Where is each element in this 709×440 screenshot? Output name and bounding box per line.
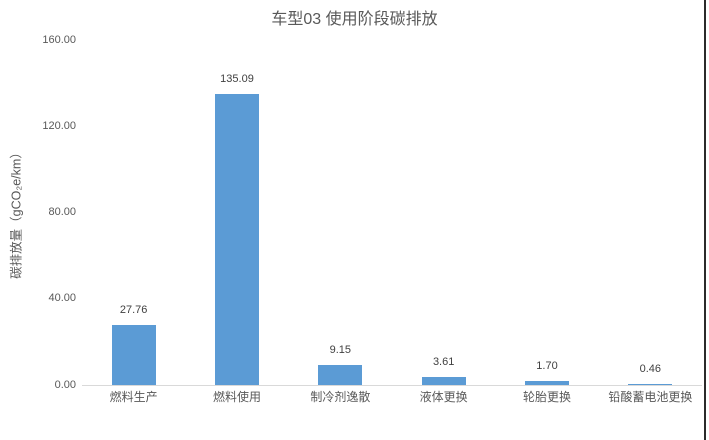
plot-area: 27.76 135.09 9.15 3.61 1.70 0.46 — [82, 40, 702, 386]
data-label-3: 3.61 — [432, 356, 455, 369]
bar-1[interactable] — [215, 93, 259, 385]
category-label-5: 铅酸蓄电池更换 — [608, 390, 693, 404]
y-tick-label: 120.00 — [42, 119, 76, 132]
bar-2[interactable] — [318, 365, 363, 385]
category-label-3: 液体更换 — [419, 390, 468, 404]
category-label-2: 制冷剂逸散 — [310, 390, 371, 404]
bar-0[interactable] — [111, 325, 156, 385]
data-label-5: 0.46 — [639, 363, 662, 375]
window-right-border — [704, 0, 706, 440]
chart-title: 车型03 使用阶段碳排放 — [271, 11, 438, 28]
category-label-1: 燃料使用 — [212, 390, 261, 404]
bar-3[interactable] — [421, 377, 466, 385]
data-label-4: 1.70 — [536, 360, 558, 373]
y-tick-label: 160.00 — [42, 33, 76, 46]
y-tick-label: 80.00 — [48, 206, 76, 218]
category-label-0: 燃料生产 — [109, 390, 158, 404]
y-tick-label: 40.00 — [48, 292, 76, 305]
data-label-0: 27.76 — [119, 304, 148, 317]
data-label-1: 135.09 — [220, 72, 254, 85]
y-tick-label: 0.00 — [54, 378, 76, 391]
bar-5[interactable] — [628, 384, 673, 385]
bar-4[interactable] — [525, 381, 569, 385]
data-label-2: 9.15 — [329, 344, 352, 357]
category-label-4: 轮胎更换 — [522, 390, 571, 404]
